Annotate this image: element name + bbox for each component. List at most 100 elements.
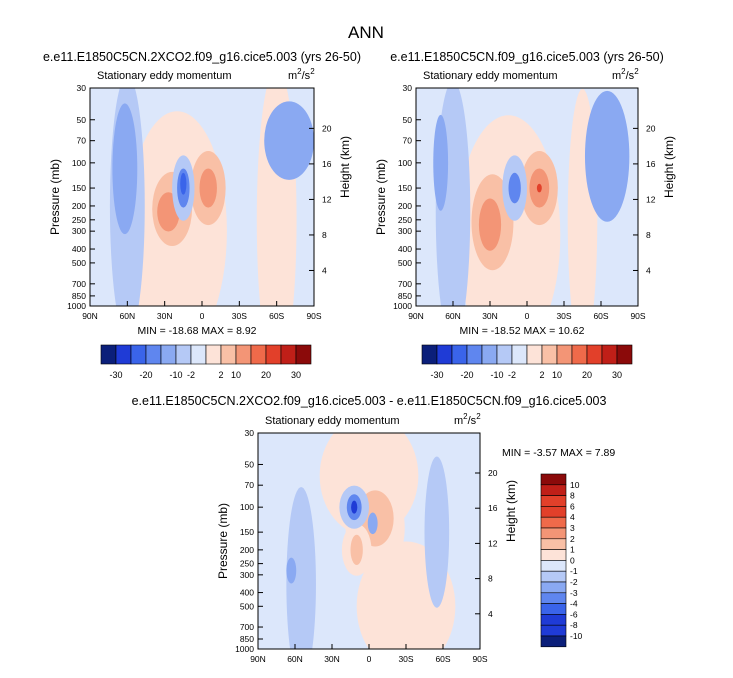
colorbar-swatch [451, 344, 468, 365]
colorbar-swatch [280, 344, 297, 365]
colorbar-swatch [540, 603, 567, 615]
y-tick-label: 500 [72, 258, 86, 268]
contour-region [478, 198, 502, 251]
colorbar-swatch [190, 344, 207, 365]
height-tick-label: 8 [488, 574, 493, 584]
colorbar-swatch [220, 344, 237, 365]
x-tick-label: 30N [157, 311, 173, 321]
y-axis-label-right: Height (km) [504, 480, 518, 542]
y-tick-label: 300 [240, 570, 254, 580]
contour-region [584, 90, 630, 222]
y-tick-label: 300 [72, 226, 86, 236]
height-tick-label: 20 [488, 468, 498, 478]
colorbar-panel-control: -30 -20 -10 -2 2 10 20 30 [421, 344, 633, 380]
colorbar-label: -20 [139, 370, 152, 380]
colorbar-label: 3 [570, 523, 575, 533]
units-mid: /s [302, 70, 311, 82]
height-tick-label: 4 [488, 609, 493, 619]
colorbar-label: -30 [109, 370, 122, 380]
colorbar-swatch [616, 344, 633, 365]
panel-subtitle: Stationary eddy momentum [423, 70, 558, 82]
y-tick-label: 250 [398, 215, 412, 225]
y-axis-label-right: Height (km) [338, 136, 352, 198]
colorbar-swatch [540, 635, 567, 648]
colorbar-swatch [265, 344, 282, 365]
min-max-label: MIN = -18.52 MAX = 10.62 [460, 325, 585, 337]
x-tick-label: 30S [556, 311, 571, 321]
x-tick-label: 30N [482, 311, 498, 321]
x-tick-label: 90N [408, 311, 424, 321]
colorbar-swatch [540, 592, 567, 604]
contour-region [351, 500, 358, 514]
colorbar-swatch [496, 344, 513, 365]
y-tick-label: 30 [403, 83, 413, 93]
y-tick-label: 100 [72, 158, 86, 168]
colorbar-swatch [130, 344, 147, 365]
height-tick-label: 4 [646, 265, 651, 275]
y-tick-label: 500 [398, 258, 412, 268]
y-tick-label: 850 [398, 291, 412, 301]
min-max-label: MIN = -18.68 MAX = 8.92 [137, 325, 256, 337]
y-tick-label: 700 [72, 279, 86, 289]
colorbar-label: 1 [570, 545, 575, 555]
units-exp2: 2 [634, 67, 639, 76]
colorbar-swatch [540, 484, 567, 496]
x-tick-label: 90N [250, 654, 266, 664]
colorbar-swatch [511, 344, 528, 365]
y-tick-label: 150 [72, 183, 86, 193]
colorbar-label: 30 [612, 370, 622, 380]
x-tick-label: 30S [232, 311, 247, 321]
units-label: m2/s2 [612, 67, 639, 82]
colorbar-label: 10 [570, 480, 580, 490]
y-tick-label: 50 [403, 115, 413, 125]
colorbar-label: -8 [570, 620, 578, 630]
colorbar-label: 8 [570, 491, 575, 501]
y-axis-label: Pressure (mb) [374, 159, 388, 235]
main-title: ANN [348, 23, 384, 42]
contour-region [433, 114, 449, 211]
units-exp1: 2 [297, 67, 302, 76]
colorbar-label: 4 [570, 512, 575, 522]
colorbar-swatch [436, 344, 453, 365]
units-mid: /s [468, 415, 477, 427]
colorbar-swatch [540, 473, 567, 486]
units-base: m [288, 70, 297, 82]
height-tick-label: 12 [488, 538, 498, 548]
colorbar-swatch [556, 344, 573, 365]
x-tick-label: 30S [398, 654, 413, 664]
y-tick-label: 400 [72, 244, 86, 254]
colorbar-swatch [540, 549, 567, 561]
contour-region [199, 168, 217, 208]
contour-region [264, 101, 314, 180]
x-tick-label: 90S [306, 311, 321, 321]
colorbar-swatch [540, 624, 567, 637]
colorbar-swatch [100, 344, 117, 365]
colorbar-swatch [540, 506, 567, 518]
units-exp2: 2 [476, 412, 481, 421]
contour-region [180, 172, 187, 195]
contour-region [286, 557, 297, 584]
x-tick-label: 60S [435, 654, 450, 664]
colorbar-swatch [541, 344, 558, 365]
colorbar-label: -10 [570, 631, 583, 641]
y-tick-label: 300 [398, 226, 412, 236]
panel-control: e.e11.E1850C5CN.f09_g16.cice5.003 (yrs 2… [374, 50, 676, 337]
colorbar-label: -2 [187, 370, 195, 380]
colorbar-label: 10 [231, 370, 241, 380]
y-tick-label: 700 [398, 279, 412, 289]
y-tick-label: 850 [240, 634, 254, 644]
colorbar-label: -10 [169, 370, 182, 380]
y-tick-label: 400 [240, 588, 254, 598]
colorbar-swatch [571, 344, 588, 365]
colorbar-label: 2 [218, 370, 223, 380]
y-tick-label: 50 [245, 459, 255, 469]
x-tick-label: 90S [630, 311, 645, 321]
units-base: m [612, 70, 621, 82]
colorbar-swatch [481, 344, 498, 365]
y-axis-label-right: Height (km) [662, 136, 676, 198]
height-tick-label: 12 [646, 194, 656, 204]
y-tick-label: 200 [72, 201, 86, 211]
y-tick-label: 70 [77, 136, 87, 146]
